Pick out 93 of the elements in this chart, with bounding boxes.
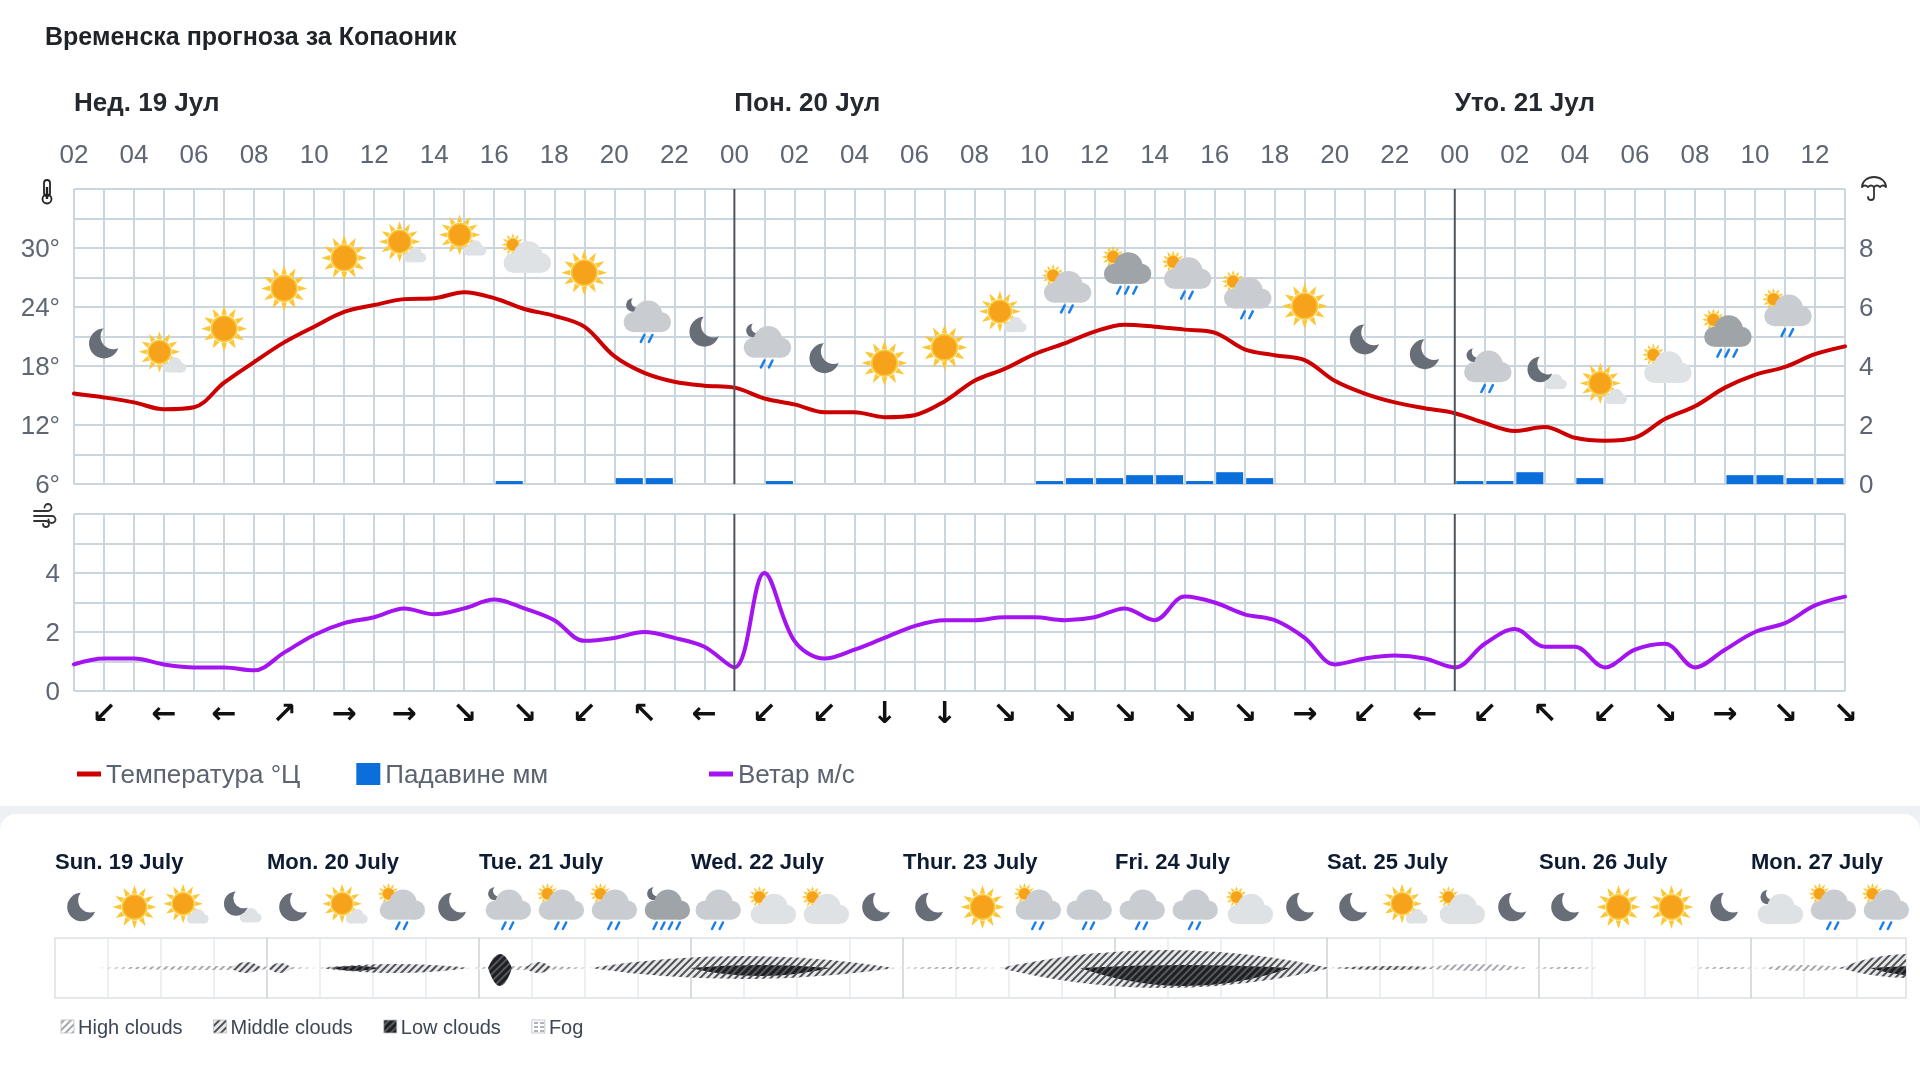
ref-line-label: Уто. 21 Јул <box>1454 87 1595 117</box>
x-tick-label: 04 <box>839 139 869 169</box>
text: ↘ <box>1051 694 1078 730</box>
text: Нед. 19 Јул <box>74 87 220 117</box>
y-tick-label: 6° <box>35 469 60 499</box>
y-tick-label: 12° <box>20 410 60 440</box>
x-tick-label: 06 <box>1620 139 1650 169</box>
x-tick-label: 00 <box>1440 139 1470 169</box>
text: ↘ <box>1172 694 1198 730</box>
category-label: Mon. 27 July <box>1751 848 1884 874</box>
y2-tick-label: 8 <box>1859 233 1874 263</box>
x-tick-label: 20 <box>1320 139 1350 169</box>
category-label: Wed. 22 July <box>691 848 825 874</box>
y-tick-label: 24° <box>20 292 60 322</box>
text: → <box>331 694 357 730</box>
legend-label: Температура °Ц <box>106 759 301 789</box>
x-tick-label: 04 <box>1560 139 1590 169</box>
text: ↘ <box>1232 694 1258 730</box>
text: ↙ <box>751 694 777 730</box>
text: ↘ <box>451 694 477 730</box>
text: ↘ <box>1652 694 1678 730</box>
text: ↖ <box>1532 694 1558 730</box>
x-tick-label: 10 <box>1020 139 1049 169</box>
x-tick-label: 12 <box>1080 139 1110 169</box>
x-tick-label: 08 <box>239 139 269 169</box>
legend-label: Падавине мм <box>385 759 549 789</box>
x-tick-label: 18 <box>1260 139 1290 169</box>
text: ↗ <box>271 694 297 730</box>
category-label: Sun. 19 July <box>55 848 185 874</box>
x-tick-label: 06 <box>179 139 209 169</box>
text: → <box>1292 694 1318 730</box>
text: ↙ <box>571 694 597 730</box>
x-tick-label: 10 <box>299 139 329 169</box>
text: ↘ <box>511 694 537 730</box>
text: ↓ <box>931 694 958 730</box>
text: ← <box>151 694 177 730</box>
y-tick-label: 4 <box>45 558 60 588</box>
x-tick-label: 08 <box>1680 139 1710 169</box>
text: ↙ <box>1352 694 1378 730</box>
y2-tick-label: 0 <box>1859 469 1874 499</box>
text: ↙ <box>1472 694 1498 730</box>
category-label: Thur. 23 July <box>903 848 1039 874</box>
text: High clouds <box>78 1016 183 1038</box>
legend-label: Ветар м/с <box>738 759 855 789</box>
x-tick-label: 02 <box>779 139 809 169</box>
x-tick-label: 16 <box>1200 139 1230 169</box>
text: Middle clouds <box>230 1016 353 1038</box>
category-label: Fri. 24 July <box>1115 848 1231 874</box>
x-tick-label: 06 <box>900 139 929 169</box>
text: ← <box>1412 694 1438 730</box>
x-tick-label: 14 <box>419 139 449 169</box>
text: ↓ <box>871 694 898 730</box>
x-tick-label: 20 <box>599 139 629 169</box>
text: → <box>391 694 417 730</box>
category-label: Sat. 25 July <box>1327 848 1449 874</box>
x-tick-label: 22 <box>659 139 689 169</box>
y-tick-label: 2 <box>45 617 60 647</box>
x-tick-label: 10 <box>1740 139 1770 169</box>
x-tick-label: 04 <box>119 139 149 169</box>
text: ↙ <box>811 694 837 730</box>
text: Fog <box>548 1016 584 1038</box>
text: ↙ <box>1592 694 1618 730</box>
x-tick-label: 00 <box>719 139 749 169</box>
x-tick-label: 16 <box>479 139 509 169</box>
text: ↘ <box>1832 694 1858 730</box>
x-tick-label: 02 <box>1500 139 1530 169</box>
text: ↘ <box>1772 694 1798 730</box>
x-tick-label: 02 <box>59 139 89 169</box>
y2-tick-label: 6 <box>1859 292 1874 322</box>
x-tick-label: 08 <box>960 139 989 169</box>
text: → <box>1712 694 1738 730</box>
category-label: Mon. 20 July <box>267 848 400 874</box>
text: ← <box>691 694 717 730</box>
y2-tick-label: 2 <box>1859 410 1874 440</box>
category-label: Sun. 26 July <box>1539 848 1669 874</box>
y-tick-label: 30° <box>20 233 60 263</box>
chart-title: Временска прогноза за Копаоник <box>45 21 457 50</box>
text: ↘ <box>991 694 1018 730</box>
x-tick-label: 14 <box>1140 139 1170 169</box>
x-tick-label: 22 <box>1380 139 1410 169</box>
x-tick-label: 12 <box>1800 139 1830 169</box>
ref-line-label: Пон. 20 Јул <box>734 87 881 117</box>
y-tick-label: 0 <box>45 676 60 706</box>
text: ↖ <box>631 694 657 730</box>
text: ← <box>211 694 237 730</box>
text: ↙ <box>91 694 117 730</box>
y-tick-label: 18° <box>20 351 60 381</box>
y2-tick-label: 4 <box>1859 351 1874 381</box>
text: Low clouds <box>400 1016 501 1038</box>
x-tick-label: 12 <box>359 139 389 169</box>
category-label: Tue. 21 July <box>479 848 605 874</box>
text: ↘ <box>1112 694 1138 730</box>
x-tick-label: 18 <box>539 139 569 169</box>
